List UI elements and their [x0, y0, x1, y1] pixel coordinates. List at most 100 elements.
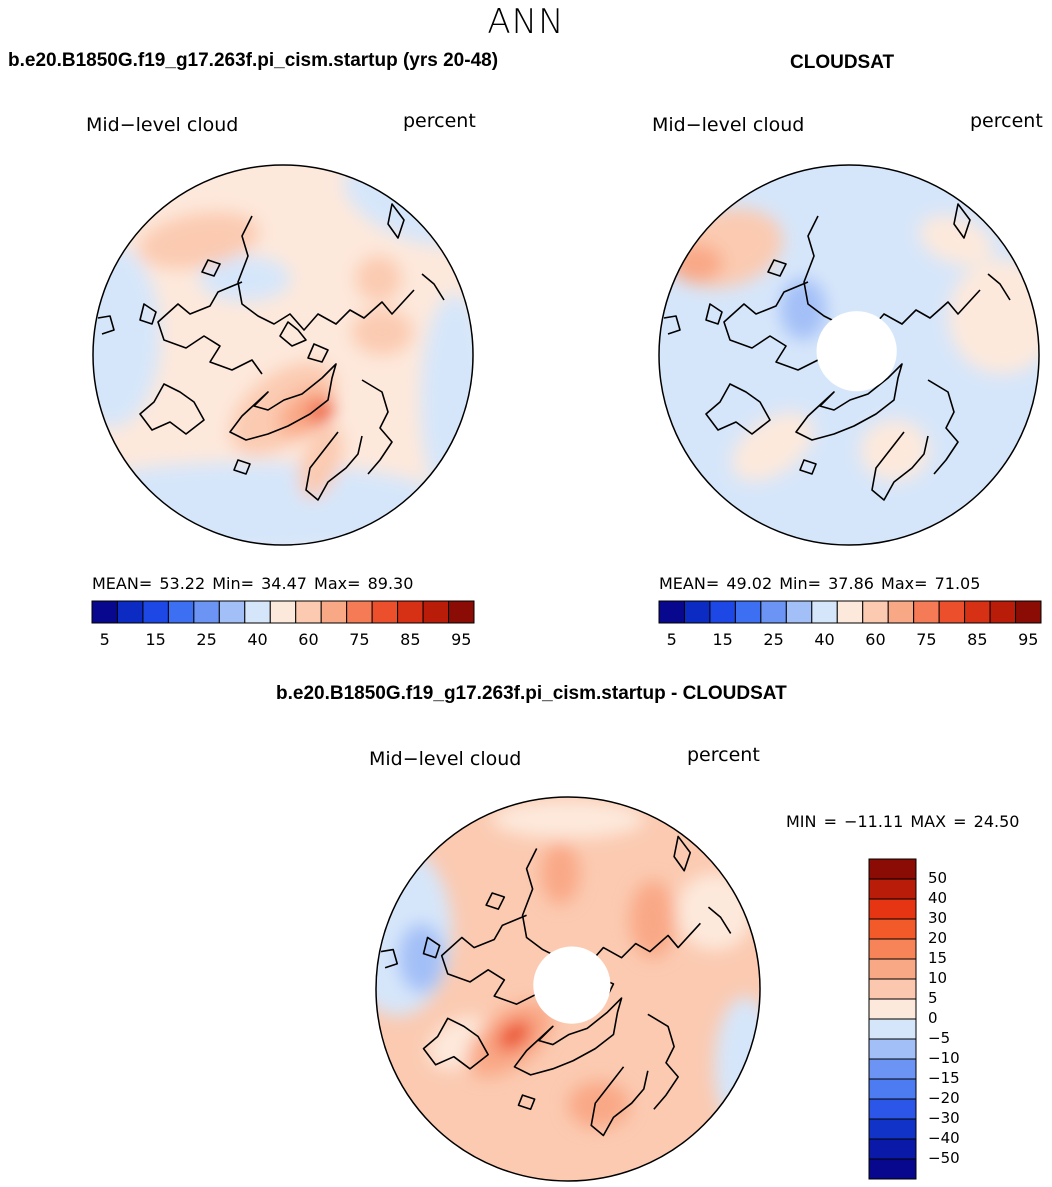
panel-2-colorbar-box — [811, 600, 838, 624]
panel-3-contour-region — [497, 1020, 531, 1051]
panel-2-coastline — [795, 363, 903, 441]
panel-3-coastline — [440, 914, 548, 1009]
panel-2-coastlines — [663, 203, 1011, 501]
panel-1-colorbar-box — [422, 600, 450, 624]
panel-1-colorbar-box — [142, 600, 169, 624]
panel-3-coastline — [707, 906, 732, 934]
panel-1-coastline — [139, 383, 205, 435]
panel-1-colorbar-tick-label: 25 — [196, 630, 217, 649]
panel-1-contour-region — [230, 362, 336, 455]
panel-1-contour-region — [355, 255, 402, 302]
panel-1-coastline — [229, 363, 337, 441]
panel-1-colorbar-tick-label: 5 — [99, 630, 110, 649]
panel-3-contour-region — [629, 880, 677, 959]
panel-1-colorbar-box — [91, 600, 118, 624]
panel-2-colorbar-box — [1015, 600, 1042, 624]
panel-3-colorbar-box — [868, 1058, 917, 1080]
panel-3-coastline — [647, 1013, 679, 1110]
panel-3-units: percent — [687, 744, 760, 766]
panel-3-colorbar-labels: 50 40 30 20 15 10 5 0 −5 −10 −15 −20 −30 −40 −50 — [928, 859, 988, 1179]
panel-3-colorbar-box — [868, 978, 917, 1000]
panel-1-colorbar-box — [116, 600, 144, 624]
panel-3-colorbar — [868, 858, 917, 1180]
panel-3-coastline — [513, 997, 623, 1076]
panel-2-mean-value: 49.02 — [726, 574, 773, 593]
panel-1-colorbar-box — [244, 600, 271, 624]
panel-3-colorbar-label: −5 — [928, 1029, 951, 1047]
panel-3-colorbar-box — [868, 1158, 917, 1180]
panel-2-max-label: Max= — [881, 574, 928, 593]
panel-1-mean-value: 53.22 — [159, 574, 206, 593]
panel-3-colorbar-label: 30 — [928, 909, 948, 927]
panel-2-colorbar — [658, 600, 1042, 624]
panel-2-variable: Mid−level cloud — [652, 114, 805, 136]
panel-1-max-value: 89.30 — [367, 574, 414, 593]
panel-2-colorbar-tick-label: 15 — [712, 630, 733, 649]
panel-1-colorbar-tick-label: 15 — [145, 630, 166, 649]
panel-2-colorbar-tick-label: 60 — [865, 630, 886, 649]
panel-2-polar-map — [658, 164, 1040, 546]
panel-2-colorbar-tick-label: 25 — [763, 630, 784, 649]
panel-1-contour-region — [420, 293, 473, 508]
panel-2-colorbar-box — [683, 600, 711, 624]
panel-2-colorbar-box — [734, 600, 762, 624]
panel-2-colorbar-tick-label: 85 — [967, 630, 988, 649]
panel-1-stats: MEAN= 53.22 Min= 34.47 Max= 89.30 — [92, 574, 413, 593]
panel-1-colorbar-tick-label: 95 — [451, 630, 472, 649]
panel-3-colorbar-box — [868, 998, 917, 1020]
panel-2-min-label: Min= — [779, 574, 822, 593]
panel-2-coastline — [723, 281, 829, 375]
panel-3-contour-region — [540, 842, 580, 905]
panel-3-map-border — [375, 796, 761, 1182]
panel-3-colorbar-box — [868, 1098, 917, 1120]
panel-2-coastline — [927, 379, 959, 475]
panel-1-colorbar-box — [320, 600, 348, 624]
panel-1-map-border — [92, 164, 474, 546]
panel-3-coastline — [590, 1066, 649, 1137]
panel-3-colorbar-label: −15 — [928, 1069, 960, 1087]
panel-2-coastline — [767, 259, 787, 277]
panel-2-colorbar-box — [658, 600, 685, 624]
panel-2-contour-region — [948, 259, 1039, 375]
panel-2-colorbar-box — [989, 600, 1017, 624]
panel-3-contour-region — [398, 923, 445, 993]
panel-3-colorbar-label: 10 — [928, 969, 948, 987]
panel-1-mean-label: MEAN= — [92, 574, 153, 593]
panel-3-colorbar-label: −10 — [928, 1049, 960, 1067]
panel-3-coastline — [422, 936, 441, 959]
panel-1-colorbar-box — [371, 600, 399, 624]
panel-1-colorbar-box — [269, 600, 297, 624]
panel-1-units: percent — [403, 110, 476, 132]
panel-2-colorbar-box — [964, 600, 991, 624]
panel-1-polar-map — [92, 164, 474, 546]
panel-2-min-value: 37.86 — [828, 574, 874, 593]
panel-2-coastline — [799, 459, 817, 475]
panel-3-contour-region — [376, 846, 453, 1017]
panel-2-contour-region — [780, 278, 827, 340]
panel-1-coastline — [361, 379, 393, 475]
panel-2-coastline — [871, 431, 929, 501]
panel-2-colorbar-box — [887, 600, 915, 624]
panel-1-coastline — [421, 273, 445, 301]
panel-2-units: percent — [970, 110, 1043, 132]
panel-1-colorbar-box — [397, 600, 424, 624]
panel-2-coastline — [987, 273, 1011, 301]
panel-2-coastline — [663, 315, 681, 335]
panel-2-stats: MEAN= 49.02 Min= 37.86 Max= 71.05 — [659, 574, 980, 593]
panel-3-min-max: MIN = −11.11 MAX = 24.50 — [786, 812, 1020, 831]
panel-3-colorbar-box — [868, 1138, 917, 1160]
panel-3-colorbar-label: −40 — [928, 1129, 960, 1147]
panel-3-colorbar-box — [868, 918, 917, 940]
panel-1-colorbar-box — [167, 600, 195, 624]
panel-3-colorbar-box — [868, 1078, 917, 1100]
panel-2-contour-region — [919, 215, 993, 266]
panel-2-contour-region — [732, 412, 814, 481]
panel-2-colorbar-tick-label: 75 — [916, 630, 937, 649]
panel-2-colorbar-box — [938, 600, 966, 624]
panel-2-colorbar-tick-label: 95 — [1018, 630, 1039, 649]
panel-1-contour-region — [299, 425, 344, 499]
panel-1-coastline — [233, 459, 251, 475]
panel-3-colorbar-label: 50 — [928, 869, 948, 887]
panel-1-coastline — [139, 303, 157, 325]
panel-2-colorbar-box — [836, 600, 864, 624]
